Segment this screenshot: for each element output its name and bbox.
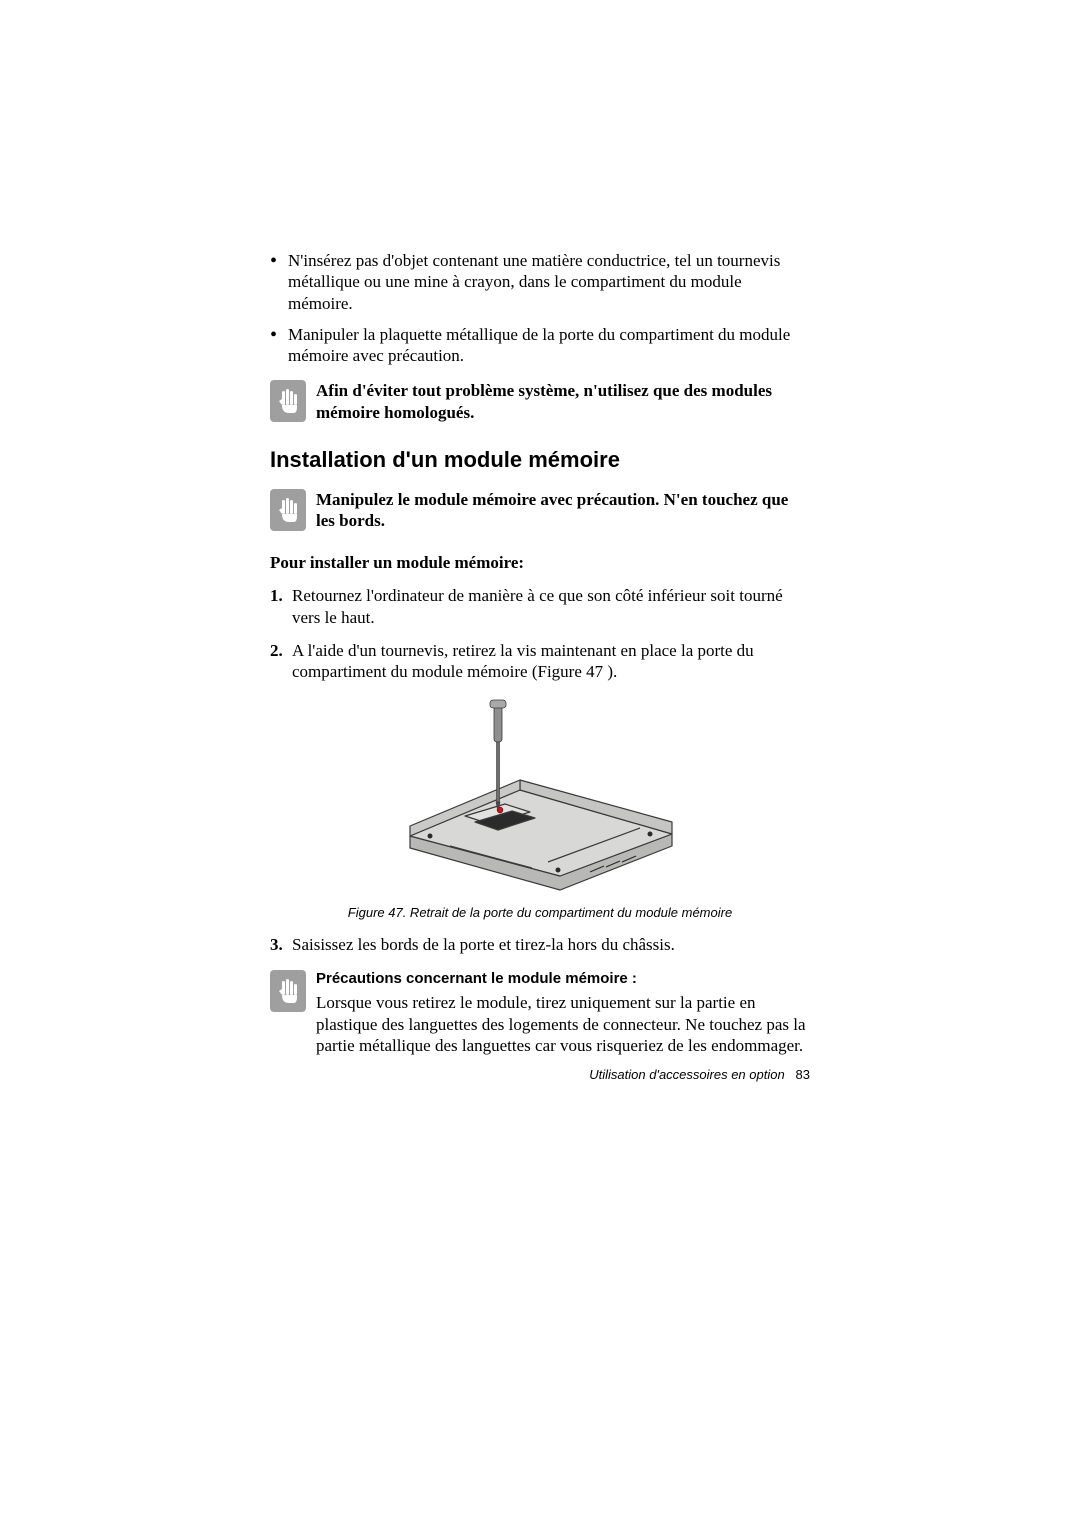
step-item: A l'aide d'un tournevis, retirez la vis … <box>270 640 810 683</box>
hand-stop-icon <box>270 380 306 422</box>
bullet-item: N'insérez pas d'objet contenant une mati… <box>270 250 810 314</box>
callout-text: Manipulez le module mémoire avec précaut… <box>316 489 810 532</box>
document-page: N'insérez pas d'objet contenant une mati… <box>0 0 1080 1528</box>
precaution-heading: Précautions concernant le module mémoire… <box>316 970 810 989</box>
caution-callout-1: Afin d'éviter tout problème système, n'u… <box>270 380 810 423</box>
procedure-steps-continued: Saisissez les bords de la porte et tirez… <box>270 934 810 955</box>
figure-caption: Figure 47. Retrait de la porte du compar… <box>270 905 810 920</box>
precaution-callout: Précautions concernant le module mémoire… <box>270 970 810 1057</box>
section-heading: Installation d'un module mémoire <box>270 447 810 473</box>
footer-text: Utilisation d'accessoires en option <box>589 1067 784 1082</box>
hand-stop-icon <box>270 970 306 1012</box>
callout-text: Afin d'éviter tout problème système, n'u… <box>316 380 810 423</box>
page-number: 83 <box>796 1067 810 1082</box>
caution-callout-2: Manipulez le module mémoire avec précaut… <box>270 489 810 532</box>
step-item: Saisissez les bords de la porte et tirez… <box>270 934 810 955</box>
procedure-heading: Pour installer un module mémoire: <box>270 553 810 573</box>
hand-stop-icon <box>270 489 306 531</box>
intro-bullet-list: N'insérez pas d'objet contenant une mati… <box>270 250 810 366</box>
figure-illustration <box>270 694 810 899</box>
precaution-content: Précautions concernant le module mémoire… <box>316 970 810 1057</box>
procedure-steps: Retournez l'ordinateur de manière à ce q… <box>270 585 810 682</box>
step-item: Retournez l'ordinateur de manière à ce q… <box>270 585 810 628</box>
bullet-item: Manipuler la plaquette métallique de la … <box>270 324 810 367</box>
precaution-body: Lorsque vous retirez le module, tirez un… <box>316 992 810 1056</box>
page-footer: Utilisation d'accessoires en option 83 <box>589 1067 810 1082</box>
